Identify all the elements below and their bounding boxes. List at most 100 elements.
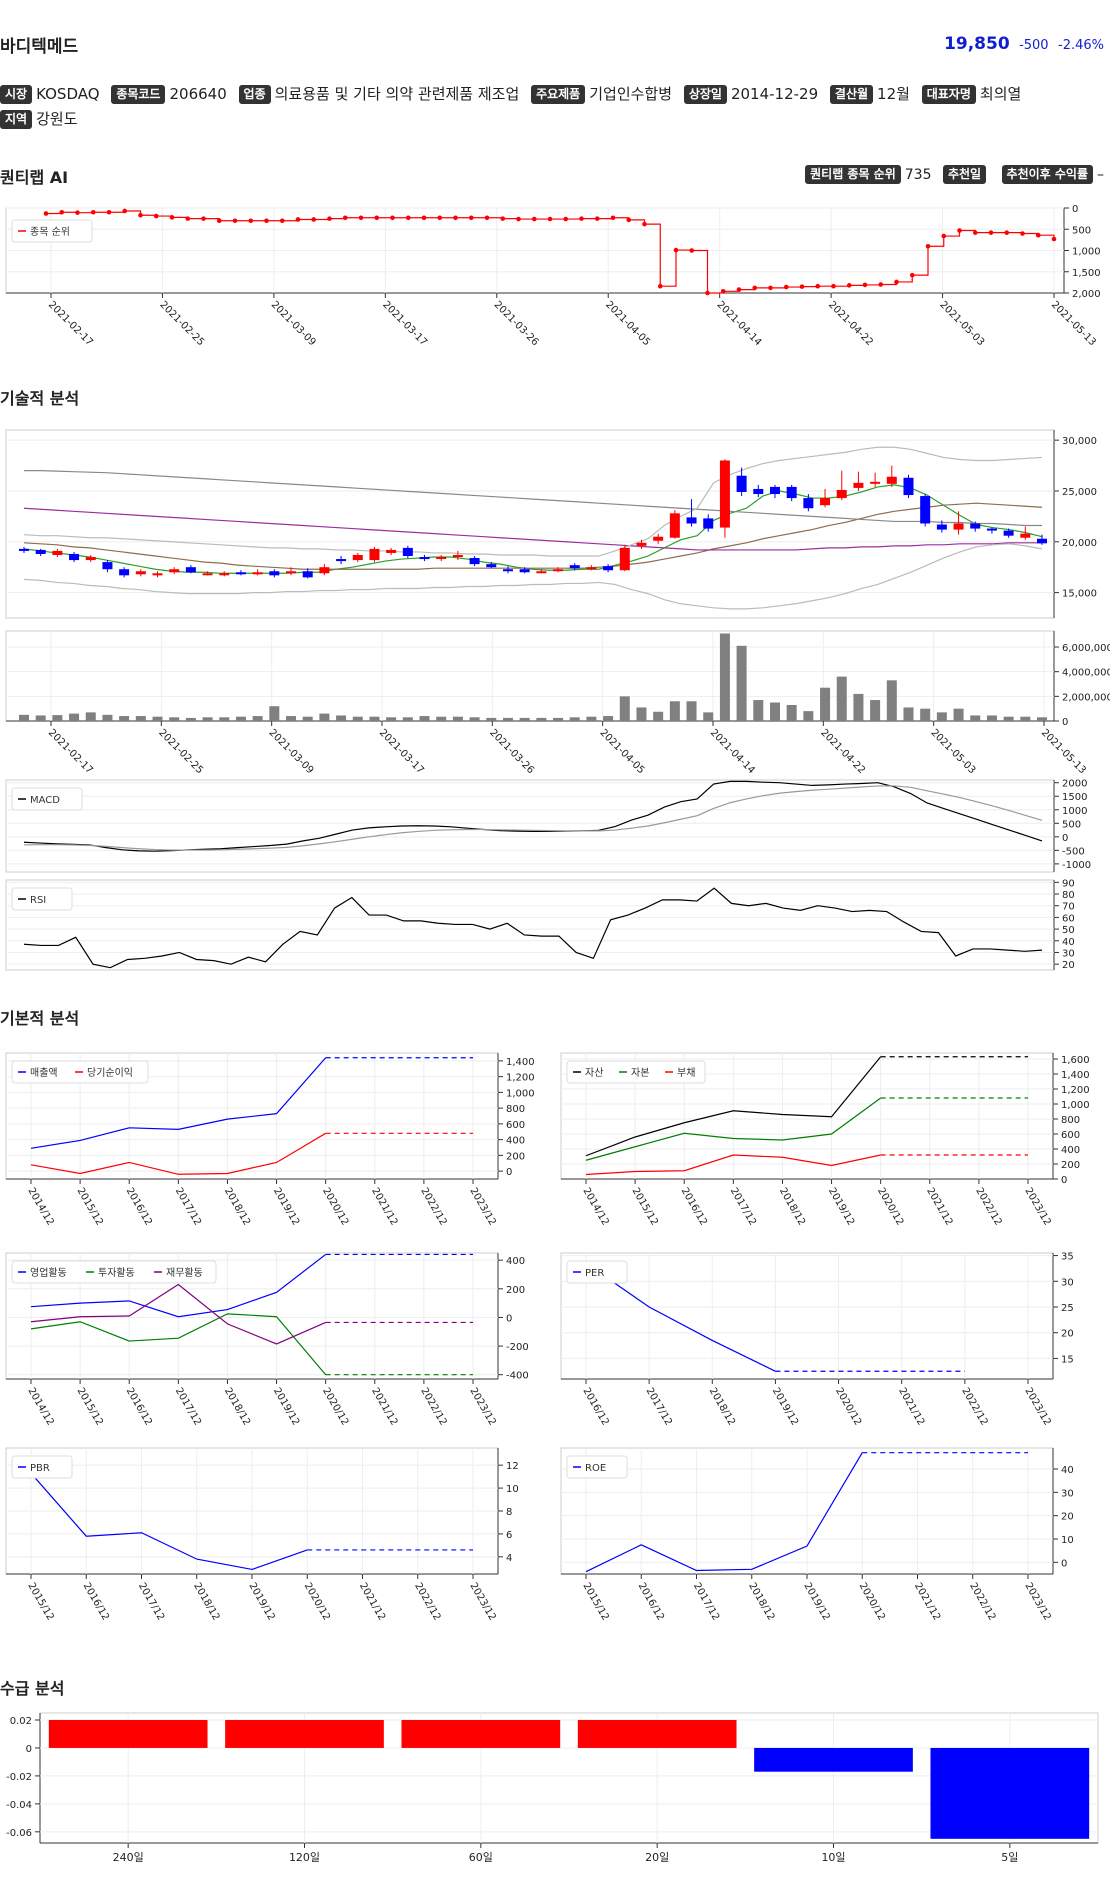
x-tick-label: 2021/12 xyxy=(896,1386,926,1427)
y-tick-label: 0 xyxy=(1072,204,1078,215)
rank-point xyxy=(579,216,584,221)
volume-bar xyxy=(502,717,513,721)
volume-bar xyxy=(19,714,29,721)
series-Signal xyxy=(23,785,1043,851)
flow-bar xyxy=(48,1719,208,1748)
x-tick-label: 2021-04-14 xyxy=(715,299,764,348)
flow-bar xyxy=(225,1719,384,1748)
y-tick-label: 6 xyxy=(506,1530,512,1541)
x-tick-label: 2020/12 xyxy=(320,1386,350,1427)
y-tick-label: 30 xyxy=(1062,948,1075,959)
candle-body xyxy=(219,573,230,576)
volume-chart: 0 2,000,000 4,000,000 6,000,000 2021-02-17 20… xyxy=(5,630,1110,776)
candle-body xyxy=(352,554,363,561)
y-tick-label: 30 xyxy=(1061,1488,1074,1499)
badge-product: 주요제품 xyxy=(531,85,586,104)
x-tick-label: 2021-03-26 xyxy=(487,727,536,776)
legend-label: 영업활동 xyxy=(30,1266,67,1279)
series-PER xyxy=(585,1262,776,1372)
rank-point xyxy=(657,283,663,289)
x-tick-label: 2020/12 xyxy=(302,1581,332,1622)
volume-bar xyxy=(352,716,363,721)
candle-body xyxy=(35,549,46,554)
x-tick-label: 2015/12 xyxy=(75,1186,105,1227)
value-market: KOSDAQ xyxy=(36,85,100,103)
candle-body xyxy=(419,557,430,560)
section-title-fundamental: 기본적 분석 xyxy=(0,1009,80,1028)
x-tick-label: 2021/12 xyxy=(357,1581,387,1622)
x-tick-label: 2018/12 xyxy=(222,1386,252,1427)
x-tick-label: 2023/12 xyxy=(1022,1186,1052,1227)
volume-bar xyxy=(953,708,964,721)
legend-box xyxy=(566,1260,628,1284)
legend-box xyxy=(566,1455,628,1479)
plot-frame xyxy=(5,429,1055,619)
y-tick-label: 0.02 xyxy=(10,1716,32,1727)
x-tick-label: 2021-04-05 xyxy=(598,727,647,776)
rank-point xyxy=(90,209,96,215)
y-tick-label: 200 xyxy=(506,1285,525,1296)
roe-chart: 0 10 20 30 40 2015/12 2016/12 2017/12 2018/12 201… xyxy=(560,1447,1074,1622)
y-tick-label: 0 xyxy=(1062,833,1068,844)
x-tick-label: 240일 xyxy=(113,1850,144,1864)
series-투자활동 xyxy=(30,1313,327,1376)
y-tick-label: 40 xyxy=(1062,937,1075,948)
volume-bar xyxy=(269,706,280,721)
info-line-1: 시장 KOSDAQ 종목코드 206640 업종 의료용품 및 기타 의약 관련제품 … xyxy=(0,81,1028,107)
rank-point xyxy=(673,247,679,253)
candle-body xyxy=(603,566,614,571)
y-tick-label: 4 xyxy=(506,1553,512,1564)
x-tick-label: 10일 xyxy=(821,1850,845,1864)
volume-bar xyxy=(1020,716,1031,721)
y-tick-label: 60 xyxy=(1062,913,1075,924)
rank-point xyxy=(185,216,191,221)
rank-point xyxy=(957,228,962,233)
x-tick-label: 2022/12 xyxy=(418,1186,448,1227)
y-tick-label: 1,000 xyxy=(506,1088,535,1099)
rank-point xyxy=(327,216,332,221)
y-tick-label: 80 xyxy=(1062,890,1075,901)
rank-point xyxy=(1051,236,1057,242)
x-tick-label: 2018/12 xyxy=(707,1386,737,1427)
x-tick-label: 2021-04-22 xyxy=(826,299,875,348)
x-tick-label: 2014/12 xyxy=(25,1186,55,1227)
legend-label: PBR xyxy=(30,1463,50,1474)
legend-box xyxy=(11,1260,217,1284)
rank-point xyxy=(705,290,710,296)
candle-body xyxy=(386,549,397,553)
badge-market: 시장 xyxy=(0,85,33,104)
x-tick-label: 2023/12 xyxy=(467,1386,497,1427)
volume-bar xyxy=(920,708,931,721)
y-tick-label: 0 xyxy=(1061,1558,1067,1569)
x-tick-label: 2023/12 xyxy=(1022,1581,1052,1622)
series-자본 xyxy=(585,1097,882,1161)
y-tick-label: 500 xyxy=(1062,819,1081,830)
volume-bar xyxy=(252,716,263,721)
current-price: 19,850 xyxy=(944,34,1010,54)
candle-body xyxy=(69,553,80,561)
overlay-bb_upper xyxy=(23,446,1043,557)
rank-point xyxy=(831,283,836,289)
y-tick-label: 90 xyxy=(1062,878,1075,889)
y-tick-label: 10 xyxy=(506,1484,519,1495)
x-tick-label: 2016/12 xyxy=(580,1386,610,1427)
rank-point xyxy=(484,215,490,221)
y-tick-label: 20 xyxy=(1061,1512,1074,1523)
badge-rec-date: 추천일 xyxy=(942,165,987,184)
rank-point xyxy=(138,212,143,218)
legend-label: PER xyxy=(585,1268,604,1279)
volume-bar xyxy=(152,716,163,721)
x-tick-label: 2021-03-09 xyxy=(267,727,316,776)
cashflow-chart: -400 -200 0 200 400 2014/12 2015/12 2016/12 2017… xyxy=(5,1252,529,1427)
candle-body xyxy=(686,517,697,524)
volume-bar xyxy=(636,707,647,721)
value-ceo: 최의열 xyxy=(979,85,1022,103)
legend-box xyxy=(11,1455,73,1479)
candle-body xyxy=(636,542,647,546)
rank-point xyxy=(862,282,868,288)
rank-point xyxy=(342,215,348,221)
volume-bar xyxy=(402,717,413,721)
value-listing: 2014-12-29 xyxy=(730,85,819,103)
rank-point xyxy=(925,243,931,249)
volume-bar xyxy=(452,716,463,721)
